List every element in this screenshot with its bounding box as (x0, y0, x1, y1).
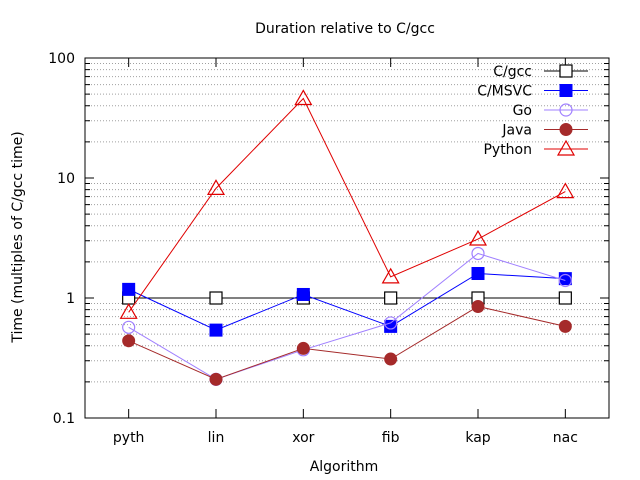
data-point-go (471, 246, 485, 261)
series-layer (119, 89, 575, 386)
legend-label-c-gcc: C/gcc (493, 64, 532, 80)
legend-marker-c-gcc (559, 64, 573, 78)
data-point-c-msvc (209, 323, 223, 337)
data-point-java (209, 372, 223, 386)
data-point-c-msvc (296, 287, 310, 301)
data-point-java (296, 341, 310, 355)
x-axis-label: Algorithm (310, 459, 379, 475)
y-tick-label: 10 (57, 171, 75, 187)
y-axis-label: Time (multiples of C/gcc time) (10, 131, 26, 343)
data-point-java (384, 352, 398, 366)
plot-frame (84, 57, 610, 419)
data-point-c-gcc (209, 291, 223, 305)
y-tick-label: 1 (66, 291, 75, 307)
data-point-c-gcc (558, 291, 572, 305)
series-python (119, 89, 575, 319)
legend-label-go: Go (513, 103, 532, 119)
data-point-c-gcc (384, 291, 398, 305)
data-point-go (384, 316, 398, 330)
data-point-python (206, 179, 226, 195)
data-point-python (381, 267, 400, 284)
legend-label-java: Java (501, 123, 532, 139)
x-tick-label: nac (553, 430, 578, 446)
data-point-python (468, 229, 488, 246)
chart-title: Duration relative to C/gcc (255, 21, 435, 37)
data-point-go (122, 320, 136, 334)
data-point-java (471, 299, 485, 313)
x-tick-label: fib (382, 430, 400, 446)
data-point-go (558, 273, 572, 288)
axes: 0.1 1 10 100 pyth lin xor fib kap nac (48, 51, 609, 446)
series-line-java (128, 305, 566, 380)
series-line-c-msvc (128, 272, 566, 331)
legend: C/gcc C/MSVC Go Java Python (477, 64, 588, 158)
series-c-msvc (122, 267, 572, 337)
legend-label-c-msvc: C/MSVC (477, 84, 532, 100)
legend-label-python: Python (483, 142, 532, 158)
series-line-go (128, 252, 566, 380)
x-tick-label: xor (292, 430, 314, 446)
x-tick-label: kap (465, 430, 490, 446)
data-point-python (294, 89, 313, 106)
data-point-java (558, 319, 572, 333)
legend-marker-go (559, 103, 573, 117)
data-point-c-msvc (122, 282, 136, 296)
series-line-python (128, 97, 566, 313)
y-tick-label: 0.1 (53, 411, 75, 427)
legend-marker-java (559, 123, 573, 136)
legend-marker-python (556, 139, 576, 156)
data-point-c-msvc (471, 267, 485, 281)
data-point-python (556, 182, 575, 199)
x-tick-label: lin (208, 430, 225, 446)
data-point-python (119, 303, 138, 319)
data-point-java (122, 334, 136, 348)
x-tick-label: pyth (113, 430, 145, 446)
grid (85, 62, 609, 383)
series-c-gcc (122, 291, 572, 305)
series-java (122, 299, 572, 386)
y-tick-label: 100 (48, 51, 75, 67)
legend-marker-c-msvc (559, 84, 573, 97)
